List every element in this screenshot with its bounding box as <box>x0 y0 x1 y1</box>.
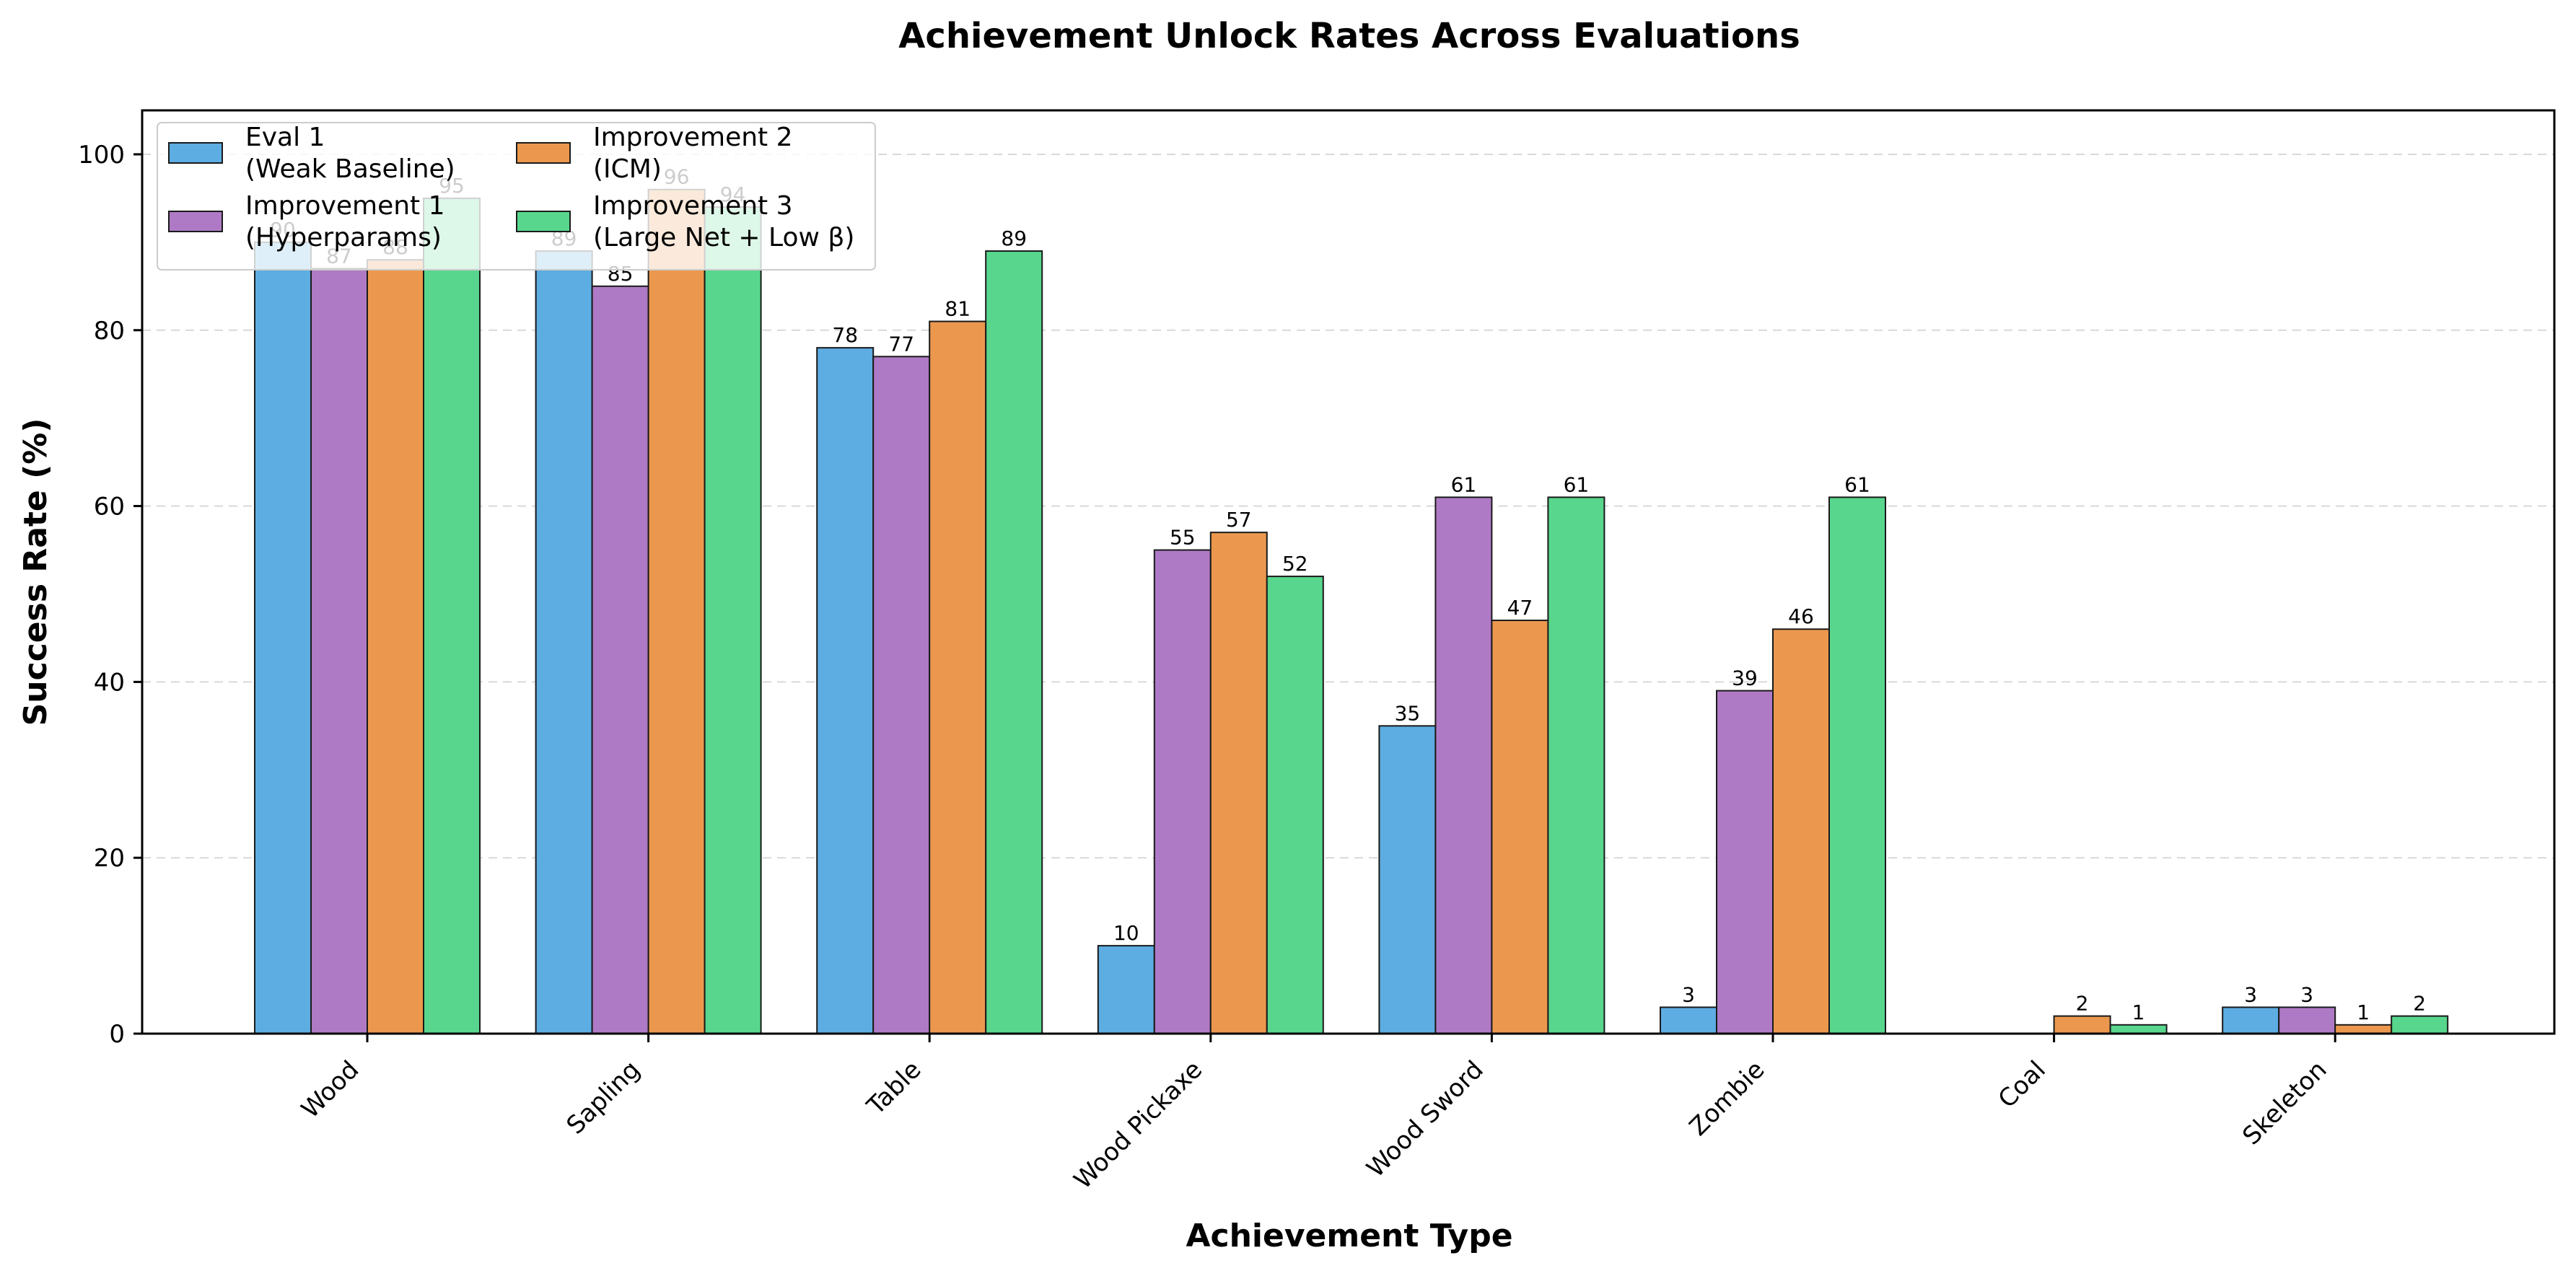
bar <box>816 347 875 1034</box>
bar <box>2334 1024 2393 1035</box>
bar <box>704 206 762 1035</box>
bar-value-label: 10 <box>1113 921 1139 945</box>
y-tick-label: 60 <box>94 493 125 522</box>
y-tick-label: 20 <box>94 844 125 873</box>
legend-swatch <box>516 142 571 164</box>
bar <box>591 285 649 1034</box>
legend-swatch <box>168 211 223 232</box>
x-tick-label: Skeleton <box>2237 1055 2332 1150</box>
x-axis-label: Achievement Type <box>1186 1218 1512 1254</box>
bar <box>647 188 706 1035</box>
bar-value-label: 47 <box>1507 596 1533 620</box>
bar <box>367 259 424 1035</box>
bar-value-label: 61 <box>1564 472 1590 496</box>
bar-value-label: 2 <box>2413 992 2426 1016</box>
legend: Eval 1 (Weak Baseline) Improvement 1 (Hyper… <box>157 122 876 270</box>
bar <box>535 250 593 1034</box>
bar-value-label: 3 <box>2300 982 2313 1006</box>
legend-label: Improvement 1 (Hyperparams) <box>245 191 445 252</box>
bar-value-label: 57 <box>1226 508 1252 532</box>
x-tick-label: Sapling <box>561 1055 646 1140</box>
bar-value-label: 46 <box>1788 604 1814 628</box>
bar <box>2222 1006 2280 1035</box>
bar <box>1378 725 1437 1034</box>
bar <box>2053 1015 2111 1034</box>
bar <box>310 268 368 1034</box>
bars <box>254 188 2449 1035</box>
bar <box>1434 496 1493 1034</box>
bar-value-label: 81 <box>945 297 971 321</box>
bar-value-label: 78 <box>832 323 858 347</box>
x-tick-label: Zombie <box>1684 1055 1771 1142</box>
bar <box>1828 496 1886 1034</box>
bar-value-label: 61 <box>1844 472 1870 496</box>
legend-label: Improvement 3 (Large Net + Low β) <box>593 191 854 252</box>
bar-value-label: 3 <box>2244 982 2257 1006</box>
legend-label: Eval 1 (Weak Baseline) <box>245 123 455 184</box>
y-axis-label: Success Rate (%) <box>17 418 54 726</box>
legend-swatch <box>168 142 223 164</box>
bar <box>1547 496 1605 1034</box>
x-tick-label: Table <box>861 1055 926 1121</box>
bar <box>423 197 481 1034</box>
y-tick-label: 40 <box>94 668 125 697</box>
chart-title: Achievement Unlock Rates Across Evaluati… <box>898 16 1800 56</box>
legend-box <box>157 122 876 270</box>
bar-value-label: 1 <box>2357 1000 2370 1024</box>
bar <box>985 250 1043 1034</box>
legend-swatch <box>516 211 571 232</box>
bar <box>254 241 312 1034</box>
y-axis: 0 20 40 60 80 100 <box>78 141 142 1049</box>
bar-value-label: 77 <box>888 332 914 356</box>
bar <box>2109 1024 2168 1035</box>
plot-frame <box>141 109 2556 1035</box>
x-tick-label: Wood Pickaxe <box>1069 1055 1208 1194</box>
bar-value-label: 35 <box>1395 701 1421 725</box>
bar <box>872 356 931 1035</box>
bar-value-label: 89 <box>1001 226 1027 250</box>
bar <box>1772 628 1830 1034</box>
bar <box>1266 576 1324 1034</box>
bar <box>1491 620 1549 1034</box>
bar <box>1097 945 1155 1034</box>
bar <box>1660 1006 1717 1035</box>
x-tick-label: Wood <box>296 1055 364 1124</box>
y-tick-label: 100 <box>78 141 125 170</box>
bar <box>1716 690 1774 1034</box>
bar-value-label: 55 <box>1170 526 1196 550</box>
bar-value-label: 52 <box>1282 552 1308 576</box>
y-tick-label: 80 <box>94 317 125 346</box>
x-tick-label: Coal <box>1993 1055 2051 1114</box>
legend-label: Improvement 2 (ICM) <box>593 123 793 184</box>
bar-value-label: 1 <box>2132 1000 2145 1024</box>
x-tick-label: Wood Sword <box>1361 1055 1489 1183</box>
x-axis: Wood Sapling Table Wood Pickaxe Wood Sword Zo… <box>296 1034 2336 1194</box>
bar <box>1209 532 1268 1034</box>
bar-value-label: 39 <box>1732 666 1758 690</box>
bar <box>2391 1015 2449 1034</box>
bar <box>929 320 987 1035</box>
grid-lines <box>142 153 2554 859</box>
bar-value-label: 61 <box>1451 472 1477 496</box>
bar-value-label: 2 <box>2076 992 2089 1016</box>
bar <box>1153 549 1212 1034</box>
bar <box>2278 1006 2336 1035</box>
bar-value-label: 3 <box>1682 982 1695 1006</box>
y-tick-label: 0 <box>109 1020 125 1049</box>
